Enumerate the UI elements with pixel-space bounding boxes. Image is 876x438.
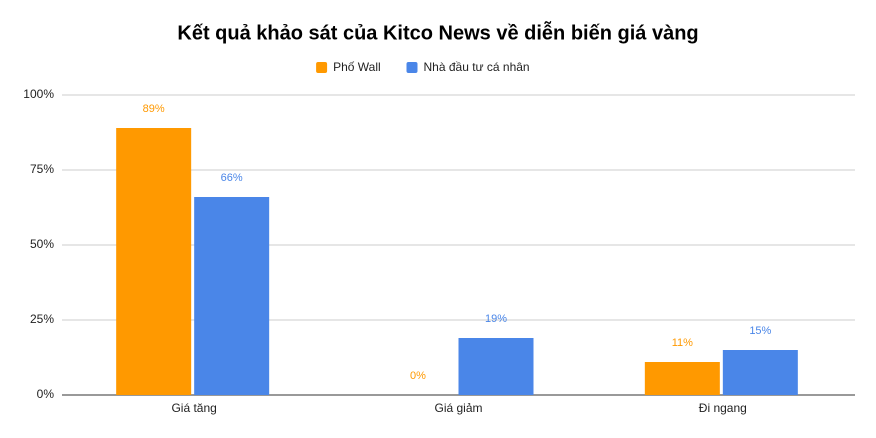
bar	[644, 362, 720, 395]
x-tick-label: Giá giảm	[434, 401, 482, 415]
value-label: 89%	[143, 103, 165, 115]
bar	[116, 128, 192, 395]
bar	[458, 338, 534, 395]
legend-swatch	[406, 62, 418, 73]
chart-title: Kết quả khảo sát của Kitco News về diễn …	[177, 20, 698, 44]
value-label: 66%	[221, 172, 243, 184]
x-tick-label: Đi ngang	[699, 401, 747, 415]
value-label: 0%	[410, 370, 426, 382]
y-tick-label: 75%	[30, 162, 54, 176]
y-tick-label: 50%	[30, 237, 54, 251]
y-tick-label: 25%	[30, 312, 54, 326]
value-label: 11%	[672, 337, 693, 349]
legend-label: Nhà đầu tư cá nhân	[424, 60, 530, 74]
value-label: 19%	[485, 313, 507, 325]
y-tick-label: 0%	[37, 387, 55, 401]
x-tick-label: Giá tăng	[171, 401, 216, 415]
value-label: 15%	[749, 325, 771, 337]
bar	[194, 197, 270, 395]
y-tick-label: 100%	[23, 87, 54, 101]
bar	[722, 350, 798, 395]
legend-swatch	[316, 62, 328, 73]
legend-label: Phố Wall	[333, 60, 381, 74]
